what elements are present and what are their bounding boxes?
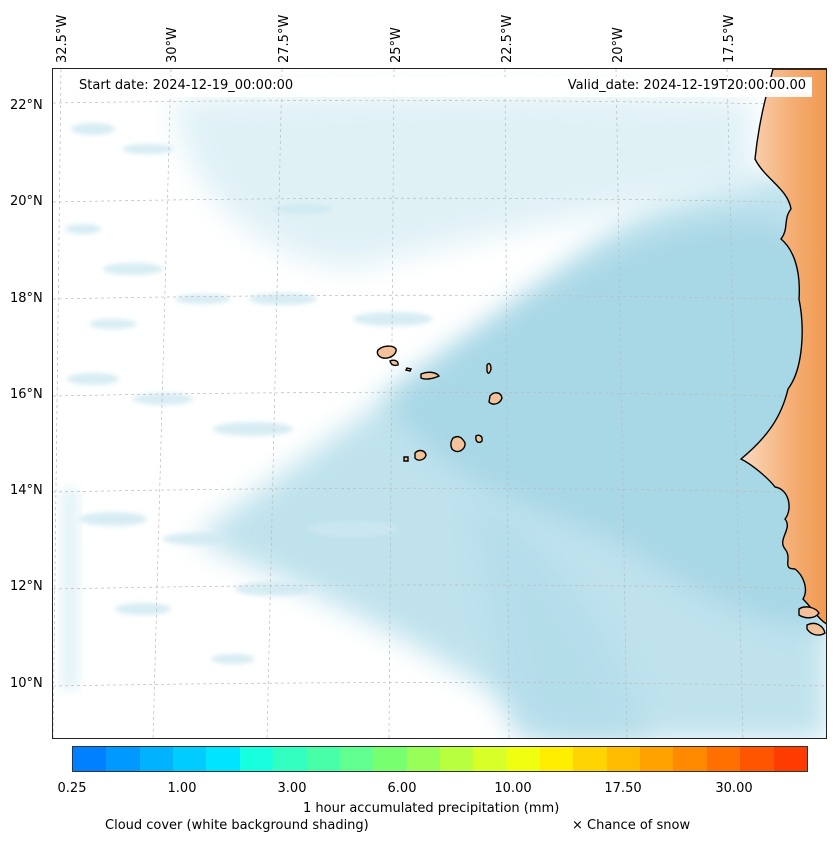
map-canvas[interactable] [53,69,827,739]
lon-label-30w: 30°W [165,27,180,63]
colorbar-tick-6-00: 6.00 [387,781,417,796]
lat-label-12n: 12°N [10,579,43,594]
colorbar-segment [206,747,240,771]
colorbar-segment [773,747,807,771]
colorbar-tick-3-00: 3.00 [277,781,307,796]
mainland-africa [739,69,826,636]
colorbar-segment [673,747,707,771]
lat-label-16n: 16°N [10,387,43,402]
lon-label-25w: 25°W [389,27,404,63]
lon-label-20w: 20°W [611,27,626,63]
colorbar-segment [473,747,507,771]
colorbar-segment [139,747,174,771]
colorbar-segment [173,747,207,771]
colorbar-segment [106,747,140,771]
lat-label-14n: 14°N [10,483,43,498]
colorbar-segment [740,747,774,771]
lon-label-32-5w: 32.5°W [55,14,70,63]
lat-label-20n: 20°N [10,194,43,209]
lat-label-18n: 18°N [10,291,43,306]
colorbar-label: 1 hour accumulated precipitation (mm) [303,801,560,816]
colorbar-segment [706,747,741,771]
cloud-cover-shading [61,91,826,738]
colorbar-segment [573,747,607,771]
colorbar-segment [640,747,674,771]
lat-label-10n: 10°N [10,676,43,691]
colorbar-tick-10-00: 10.00 [494,781,532,796]
gridlines [53,69,826,738]
colorbar-tick-30-00: 30.00 [715,781,753,796]
cloud-cover-caption: Cloud cover (white background shading) [105,818,369,833]
colorbar-segment [306,747,340,771]
colorbar-tick-17-50: 17.50 [604,781,642,796]
colorbar-segment [273,747,307,771]
start-date-label: Start date: 2024-12-19_00:00:00 [73,78,300,93]
lon-label-17-5w: 17.5°W [722,14,737,63]
snow-legend-caption: × Chance of snow [572,818,691,833]
precipitation-colorbar [72,746,808,772]
colorbar-segment [373,747,407,771]
colorbar-segment [540,747,574,771]
colorbar-segment [506,747,541,771]
valid-date-label: Valid_date: 2024-12-19T20:00:00.00 [561,78,812,93]
lon-label-22-5w: 22.5°W [500,14,515,63]
colorbar-tick-1-00: 1.00 [167,781,197,796]
lon-label-27-5w: 27.5°W [277,14,292,63]
lat-label-22n: 22°N [10,98,43,113]
colorbar-segment [606,747,641,771]
colorbar-segment [73,747,107,771]
colorbar-segment [439,747,474,771]
colorbar-segment [406,747,440,771]
colorbar-segment [339,747,374,771]
map-panel[interactable]: Start date: 2024-12-19_00:00:00 Valid_da… [52,68,827,739]
cape-verde-islands [376,345,503,462]
colorbar-tick-0-25: 0.25 [57,781,87,796]
colorbar-segment [239,747,274,771]
